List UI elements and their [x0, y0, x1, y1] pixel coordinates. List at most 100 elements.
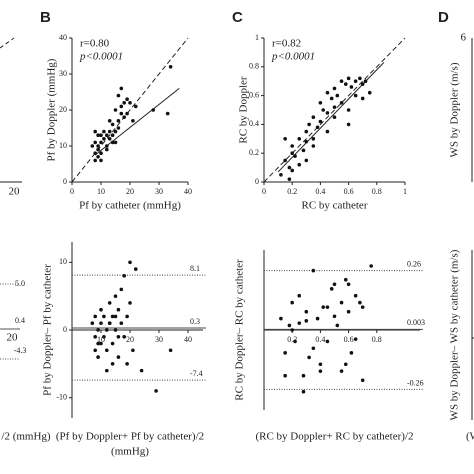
- y-tick-label: 0.8: [249, 62, 259, 71]
- point: [304, 129, 309, 134]
- point: [318, 362, 323, 367]
- x-axis-label: Pf by catheter (mmHg): [79, 200, 181, 212]
- x-tick-label: 30: [155, 335, 163, 344]
- point: [321, 305, 326, 309]
- point: [318, 119, 323, 124]
- point: [93, 314, 97, 319]
- y-tick-label: -10: [56, 393, 67, 402]
- point: [343, 82, 348, 86]
- point: [107, 129, 112, 134]
- point: [325, 129, 330, 134]
- point: [307, 355, 311, 360]
- limit-label: 0.26: [407, 259, 421, 268]
- point: [346, 309, 351, 314]
- cropped-text: (W: [466, 431, 474, 443]
- point: [165, 111, 170, 116]
- point: [105, 133, 109, 137]
- point: [325, 90, 330, 95]
- point: [325, 111, 330, 115]
- point: [122, 334, 126, 339]
- point: [332, 282, 337, 287]
- y-axis-label: RC by Doppler: [238, 76, 250, 144]
- point: [287, 177, 292, 181]
- cropped-text: /2 (mmHg): [1, 431, 51, 443]
- point: [93, 348, 97, 353]
- cropped-text: WS by Doppler– WS by catheter (m/s): [449, 249, 461, 420]
- cropped-text: 20: [9, 186, 21, 198]
- x-axis-label: RC by catheter: [302, 200, 368, 212]
- point: [99, 133, 103, 137]
- point: [287, 165, 292, 170]
- x-tick-label: 0.2: [287, 335, 297, 344]
- point: [102, 314, 106, 319]
- x-tick-label: 0.8: [372, 187, 382, 196]
- x-axis-label: (RC by Doppler+ RC by catheter)/2: [255, 431, 413, 443]
- y-tick-label: 0.4: [249, 119, 259, 128]
- point: [125, 362, 129, 366]
- point: [339, 79, 344, 83]
- point: [353, 337, 358, 341]
- point: [349, 351, 354, 355]
- point: [113, 108, 118, 112]
- point: [358, 300, 362, 305]
- stat: r=0.80: [80, 38, 110, 50]
- point: [339, 300, 344, 305]
- point: [110, 133, 115, 137]
- point: [128, 260, 132, 265]
- point: [113, 328, 118, 332]
- y-tick-label: 0.2: [249, 148, 259, 157]
- point: [116, 119, 121, 123]
- point: [321, 108, 326, 112]
- point: [105, 348, 109, 353]
- x-tick-label: 30: [155, 187, 163, 196]
- point: [110, 314, 115, 319]
- point: [105, 328, 109, 332]
- point: [297, 137, 302, 141]
- point: [332, 314, 337, 319]
- x-tick-label: 0.2: [287, 187, 297, 196]
- point: [125, 111, 129, 116]
- x-tick-label: 40: [184, 335, 192, 344]
- y-tick-label: 10: [59, 257, 67, 266]
- point: [301, 389, 306, 394]
- point: [315, 125, 320, 130]
- y-axis-label: Pf by Doppler– Pf by catheter: [42, 264, 54, 396]
- point: [358, 76, 362, 81]
- cropped-text: 20: [7, 332, 19, 344]
- point: [290, 144, 295, 148]
- limit-label: 0.003: [407, 318, 425, 327]
- panel-label: B: [40, 9, 51, 26]
- point: [335, 323, 340, 328]
- point: [279, 173, 283, 177]
- x-tick-label: 20: [126, 187, 134, 196]
- x-tick-label: 10: [97, 187, 105, 196]
- cropped-text: 0.4: [15, 316, 25, 325]
- point: [119, 104, 124, 109]
- x-tick-label: 0.6: [344, 187, 354, 196]
- point: [353, 93, 358, 98]
- point: [102, 129, 106, 134]
- point: [93, 158, 97, 163]
- point: [315, 316, 320, 321]
- point: [96, 355, 100, 359]
- p-value: p<0.0001: [79, 51, 123, 63]
- point: [113, 140, 118, 145]
- point: [360, 378, 365, 383]
- point: [119, 86, 124, 91]
- x-tick-label: 0: [70, 187, 74, 196]
- x-tick-label: 40: [184, 187, 192, 196]
- point: [119, 287, 124, 292]
- point: [311, 268, 316, 273]
- point: [122, 274, 126, 278]
- point: [122, 101, 126, 105]
- point: [107, 119, 112, 123]
- point: [329, 287, 334, 291]
- point: [346, 122, 351, 127]
- point: [353, 79, 358, 83]
- point: [131, 348, 135, 353]
- point: [301, 373, 306, 378]
- point: [96, 341, 100, 346]
- point: [346, 282, 351, 287]
- point: [119, 321, 124, 326]
